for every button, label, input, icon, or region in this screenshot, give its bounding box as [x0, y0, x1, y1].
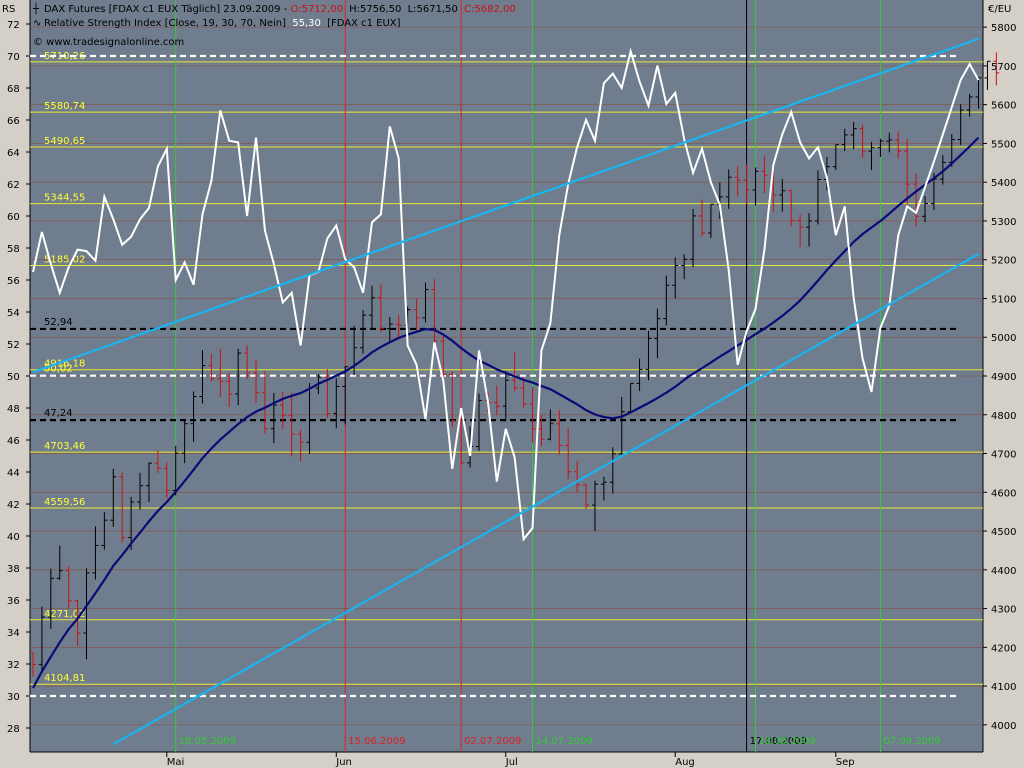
open-value: O:5712,00	[291, 4, 343, 15]
right-tick-label: 4600	[991, 488, 1016, 499]
price-level-label: 5490,65	[44, 136, 85, 147]
left-tick-label: 54	[7, 308, 20, 319]
month-tick-label: Sep	[836, 757, 855, 768]
instrument-marker-icon: ┼	[32, 2, 40, 15]
right-tick-label: 5700	[991, 62, 1016, 73]
right-tick-label: 4700	[991, 450, 1016, 461]
trend-line	[32, 37, 979, 374]
right-tick-label: 4800	[991, 411, 1016, 422]
price-level-label: 5580,74	[44, 101, 85, 112]
right-tick-label: 5400	[991, 178, 1016, 189]
right-tick-label: 5200	[991, 256, 1016, 267]
trend-line	[112, 252, 980, 746]
left-tick-label: 36	[7, 596, 20, 607]
date-marker-label: 17.08.2009	[750, 736, 807, 747]
left-tick-label: 70	[7, 52, 20, 63]
date-marker-label: 18.08.2009	[759, 736, 816, 747]
left-tick-label: 44	[7, 468, 20, 479]
rsi-indicator-icon: ∿	[33, 18, 41, 29]
instrument-title: DAX Futures [FDAX c1 EUX Täglich] 23.09.…	[44, 4, 288, 15]
month-axis-ticks: Mai Jun Jul Aug Sep	[166, 752, 855, 768]
right-tick-label: 5500	[991, 139, 1016, 150]
left-axis-ticks: 28 30 32 34 36 38 40 42 44 46 48 50 52 54 56 58 60 62 64 66…	[7, 20, 30, 735]
left-tick-label: 52	[7, 340, 20, 351]
price-level-label: 5185,02	[44, 255, 85, 266]
right-tick-label: 4500	[991, 527, 1016, 538]
date-marker-label: 07.09.2009	[883, 736, 940, 747]
left-tick-label: 60	[7, 212, 20, 223]
date-marker-label: 15.06.2009	[348, 736, 405, 747]
left-tick-label: 42	[7, 500, 20, 511]
left-tick-label: 30	[7, 692, 20, 703]
month-tick-label: Mai	[167, 757, 185, 768]
left-tick-label: 28	[7, 724, 20, 735]
svg-text:Relative Strength Index [Close: Relative Strength Index [Close, 19, 30, …	[44, 18, 401, 29]
left-tick-label: 66	[7, 116, 20, 127]
left-tick-label: 32	[7, 660, 20, 671]
month-tick-label: Jul	[505, 757, 518, 768]
rsi-layer	[32, 47, 980, 542]
high-value: H:5756,50	[349, 4, 401, 15]
rsi-level-label: 50,02	[44, 364, 73, 375]
month-tick-label: Jun	[335, 757, 352, 768]
price-level-label: 5344,55	[44, 193, 85, 204]
watermark-text: © www.tradesignalonline.com	[33, 37, 184, 48]
right-tick-label: 4000	[991, 721, 1016, 732]
right-axis-ticks: 4000 4100 4200 4300 4400 4500 4600 4700 4800 4900…	[983, 23, 1016, 732]
rsi-legend-source: [FDAX c1 EUX]	[327, 18, 401, 29]
right-axis-label: €/EU	[988, 4, 1011, 15]
rsi-line	[32, 47, 980, 542]
right-tick-label: 4900	[991, 372, 1016, 383]
left-tick-label: 62	[7, 180, 20, 191]
right-tick-label: 5300	[991, 217, 1016, 228]
left-axis-label: RS	[2, 4, 15, 15]
price-level-label: 4916,18	[44, 359, 85, 370]
right-tick-label: 4400	[991, 566, 1016, 577]
left-tick-label: 48	[7, 404, 20, 415]
price-level-label: 4559,56	[44, 497, 85, 508]
legend-header: ┼ DAX Futures [FDAX c1 EUX Täglich] 23.0…	[32, 2, 516, 48]
left-tick-label: 68	[7, 84, 20, 95]
rsi-level-label: 52,94	[44, 317, 73, 328]
left-tick-label: 38	[7, 564, 20, 575]
right-tick-label: 4300	[991, 605, 1016, 616]
left-tick-label: 50	[7, 372, 20, 383]
price-level-label: 4271,02	[44, 609, 85, 620]
low-value: L:5671,50	[408, 4, 458, 15]
moving-average-layer	[32, 136, 980, 689]
left-tick-label: 58	[7, 244, 20, 255]
left-tick-label: 64	[7, 148, 20, 159]
rsi-level-label: 47,24	[44, 408, 73, 419]
rsi-legend-value: 55,30	[292, 18, 321, 29]
trendlines-layer	[32, 37, 980, 746]
left-tick-label: 40	[7, 532, 20, 543]
right-tick-label: 5100	[991, 294, 1016, 305]
right-tick-label: 4100	[991, 682, 1016, 693]
right-tick-label: 5800	[991, 23, 1016, 34]
right-tick-label: 5000	[991, 333, 1016, 344]
left-tick-label: 34	[7, 628, 20, 639]
left-tick-label: 72	[7, 20, 20, 31]
left-tick-label: 56	[7, 276, 20, 287]
date-marker-label: 14.07.2009	[536, 736, 593, 747]
rsi-legend-label: Relative Strength Index [Close, 19, 30, …	[44, 18, 286, 29]
left-tick-label: 46	[7, 436, 20, 447]
right-tick-label: 5600	[991, 101, 1016, 112]
close-value: C:5682,00	[464, 4, 516, 15]
price-level-label: 4104,81	[44, 673, 85, 684]
price-levels-layer: 5710,265580,745490,655344,555185,024916,…	[30, 26, 983, 726]
month-tick-label: Aug	[675, 757, 695, 768]
date-marker-label: 18.05.2009	[179, 736, 236, 747]
moving-average-line	[32, 136, 980, 689]
right-tick-label: 4200	[991, 643, 1016, 654]
svg-text:DAX Futures [FDAX c1 EUX Tägl: DAX Futures [FDAX c1 EUX Täglich] 23.09.…	[44, 4, 516, 15]
price-level-label: 4703,46	[44, 441, 85, 452]
date-marker-label: 02.07.2009	[464, 736, 521, 747]
